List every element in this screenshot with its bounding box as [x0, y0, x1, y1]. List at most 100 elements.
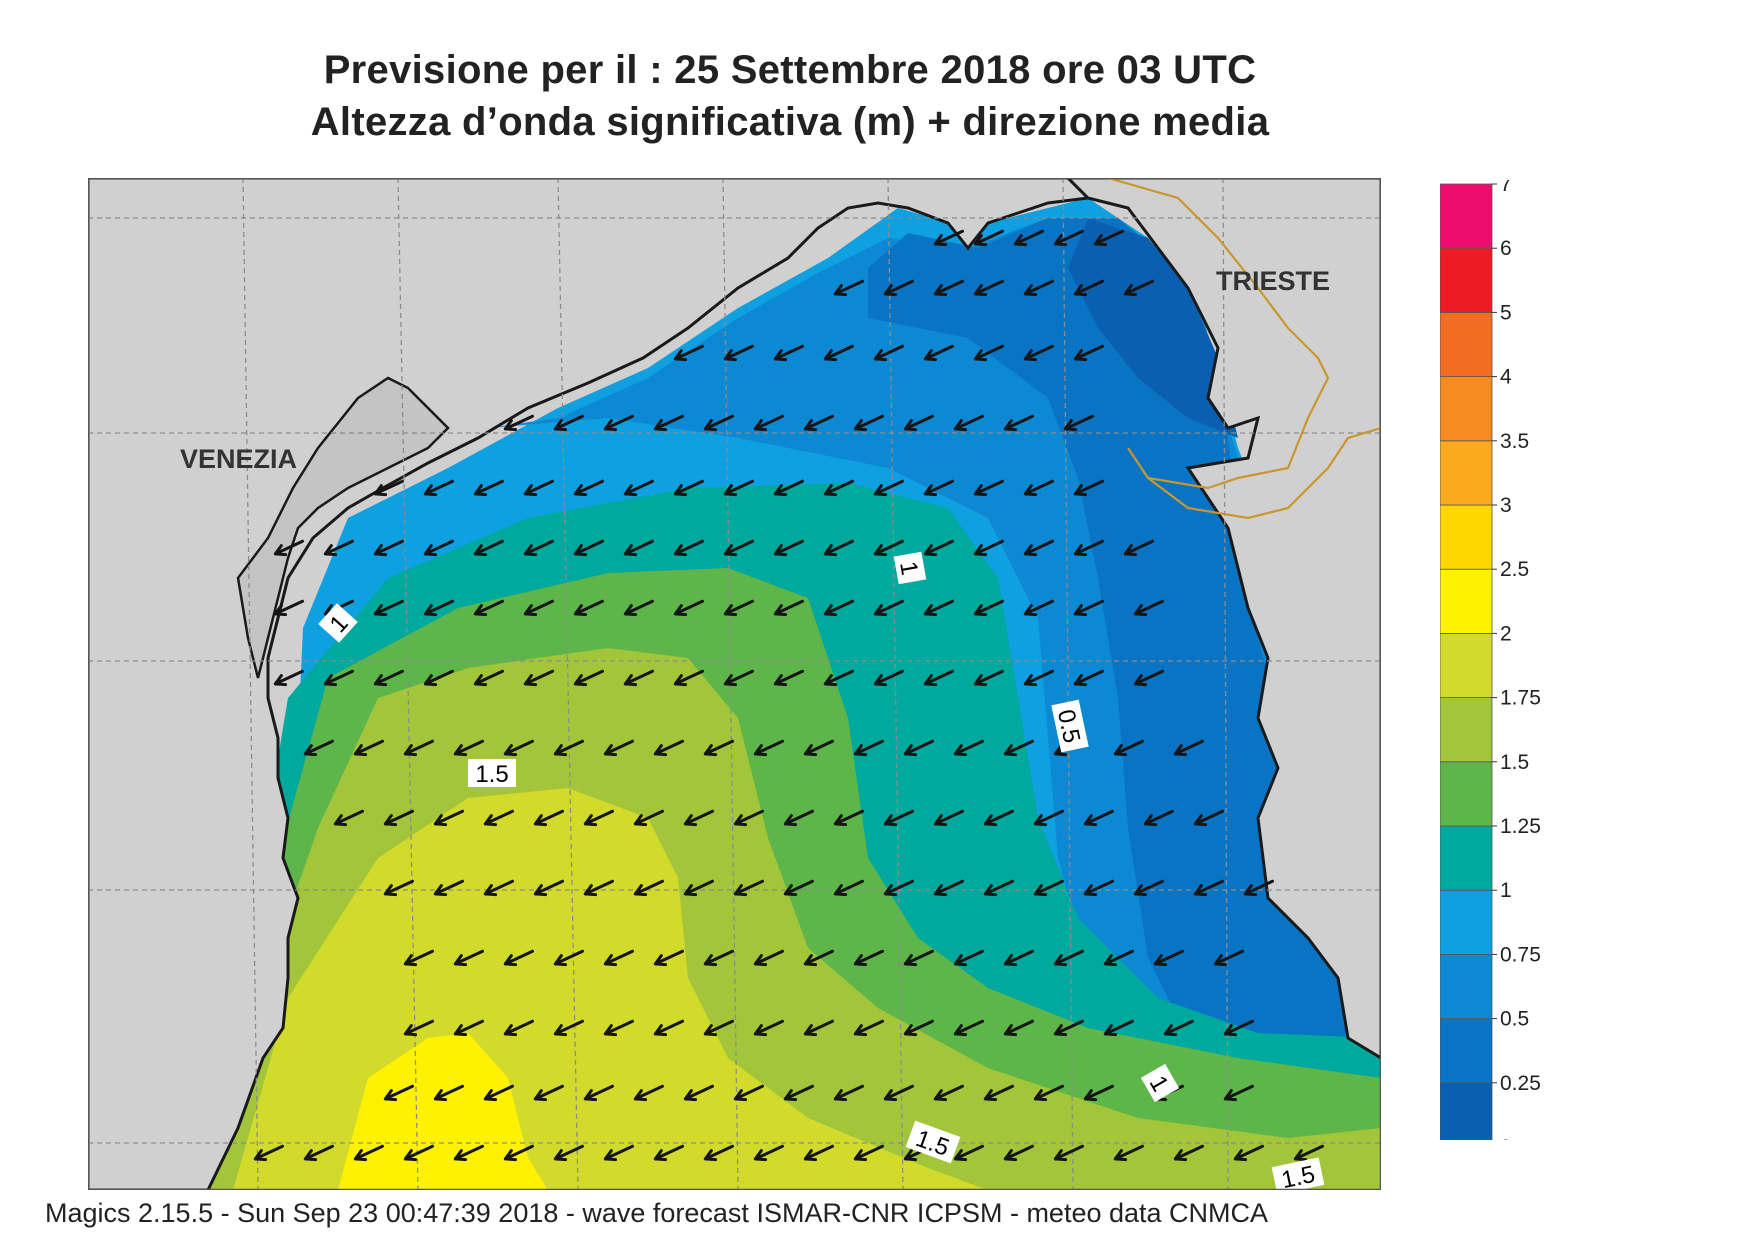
wave-direction-arrow	[903, 414, 935, 432]
wave-direction-arrow	[1193, 879, 1225, 897]
colorbar-block	[1440, 889, 1493, 955]
wave-direction-arrow	[533, 1084, 565, 1102]
wave-direction-arrow	[1113, 739, 1145, 757]
wave-direction-arrow	[1033, 879, 1065, 897]
wave-direction-arrow	[1073, 344, 1105, 362]
wave-direction-arrow	[1073, 479, 1105, 497]
colorbar-legend: 7 6 5 4 3.5 3 2.5 2 1.75 1.5 1.25 1 0.75 0.5 0.25 0	[1440, 180, 1540, 1140]
wave-direction-arrow	[803, 1019, 835, 1037]
wave-direction-arrow	[953, 414, 985, 432]
wave-direction-arrow	[1003, 1144, 1035, 1162]
svg-text:1.5: 1.5	[1279, 1161, 1317, 1190]
wave-direction-arrow	[1243, 879, 1275, 897]
wave-direction-arrow	[1103, 1019, 1135, 1037]
wave-direction-arrow	[423, 599, 455, 617]
wave-direction-arrow	[1073, 669, 1105, 687]
wave-direction-arrow	[603, 1144, 635, 1162]
wave-direction-arrow	[873, 599, 905, 617]
wave-direction-arrow	[433, 1084, 465, 1102]
wave-direction-arrow	[973, 229, 1005, 247]
wave-direction-arrow	[1133, 879, 1165, 897]
colorbar-tick-label: 3	[1500, 494, 1512, 517]
wave-direction-arrow	[1023, 669, 1055, 687]
wave-direction-arrow	[823, 669, 855, 687]
wave-direction-arrow	[1213, 949, 1245, 967]
wave-direction-arrow	[873, 669, 905, 687]
wave-direction-arrow	[933, 1084, 965, 1102]
wave-direction-arrow	[1223, 1084, 1255, 1102]
wave-direction-arrow	[883, 879, 915, 897]
wave-direction-arrow	[973, 344, 1005, 362]
wave-direction-arrow	[853, 1019, 885, 1037]
wave-direction-arrow	[383, 879, 415, 897]
colorbar-tick-label: 5	[1500, 301, 1512, 324]
wave-direction-arrow	[603, 1019, 635, 1037]
svg-text:1.5: 1.5	[475, 761, 508, 788]
wave-direction-arrow	[903, 1019, 935, 1037]
wave-direction-arrow	[923, 669, 955, 687]
wave-direction-arrow	[373, 539, 405, 557]
sea-band-0	[1068, 218, 1238, 438]
wave-direction-arrow	[983, 1084, 1015, 1102]
wave-direction-arrow	[903, 739, 935, 757]
wave-direction-arrow	[323, 539, 355, 557]
chart-title-line1: Previsione per il : 25 Settembre 2018 or…	[323, 48, 1257, 92]
colorbar-tick-label: 6	[1500, 237, 1512, 260]
wave-direction-arrow	[1003, 414, 1035, 432]
wave-direction-arrow	[653, 1144, 685, 1162]
wave-direction-arrow	[503, 949, 535, 967]
wave-direction-arrow	[453, 1144, 485, 1162]
wave-direction-arrow	[583, 809, 615, 827]
colorbar-block	[1440, 183, 1493, 249]
wave-direction-arrow	[553, 949, 585, 967]
wave-direction-arrow	[773, 344, 805, 362]
wave-direction-arrow	[503, 739, 535, 757]
wave-direction-arrow	[1153, 949, 1185, 967]
wave-direction-arrow	[653, 739, 685, 757]
wave-direction-arrow	[1083, 879, 1115, 897]
colorbar-tick-label: 2.5	[1500, 558, 1529, 581]
wave-direction-arrow	[603, 949, 635, 967]
wave-direction-arrow	[973, 599, 1005, 617]
colorbar-tick-label: 7	[1500, 180, 1512, 196]
wave-direction-arrow	[833, 279, 865, 297]
wave-direction-arrow	[973, 539, 1005, 557]
wave-direction-arrow	[303, 739, 335, 757]
wave-direction-arrow	[853, 739, 885, 757]
wave-direction-arrow	[503, 1144, 535, 1162]
wave-direction-arrow	[573, 599, 605, 617]
wave-direction-arrow	[403, 1019, 435, 1037]
wave-direction-arrow	[1083, 1084, 1115, 1102]
wave-direction-arrow	[573, 669, 605, 687]
wave-direction-arrow	[553, 414, 585, 432]
wave-direction-arrow	[433, 879, 465, 897]
wave-direction-arrow	[373, 599, 405, 617]
wave-direction-arrow	[453, 949, 485, 967]
wave-direction-arrow	[523, 599, 555, 617]
contour-label: 1.5	[468, 759, 516, 788]
wave-direction-arrow	[773, 539, 805, 557]
wave-direction-arrow	[953, 1144, 985, 1162]
wave-direction-arrow	[723, 539, 755, 557]
wave-direction-arrow	[703, 949, 735, 967]
wave-direction-arrow	[1003, 949, 1035, 967]
wave-direction-arrow	[733, 1084, 765, 1102]
wave-direction-arrow	[383, 1084, 415, 1102]
wave-direction-arrow	[473, 599, 505, 617]
wave-direction-arrow	[803, 739, 835, 757]
wave-direction-arrow	[1023, 279, 1055, 297]
wave-direction-arrows	[253, 229, 1325, 1162]
wave-direction-arrow	[1233, 1144, 1265, 1162]
wave-direction-arrow	[833, 879, 865, 897]
wave-direction-arrow	[273, 599, 305, 617]
wave-direction-arrow	[523, 669, 555, 687]
wave-direction-arrow	[933, 229, 965, 247]
wave-direction-arrow	[703, 739, 735, 757]
wave-direction-arrow	[933, 879, 965, 897]
wave-direction-arrow	[803, 949, 835, 967]
wave-direction-arrow	[453, 1019, 485, 1037]
national-border	[1107, 178, 1381, 520]
wave-direction-arrow	[823, 479, 855, 497]
wave-direction-arrow	[633, 1084, 665, 1102]
wave-direction-arrow	[673, 599, 705, 617]
